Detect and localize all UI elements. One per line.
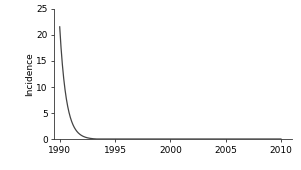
- Y-axis label: Incidence: Incidence: [25, 52, 34, 96]
